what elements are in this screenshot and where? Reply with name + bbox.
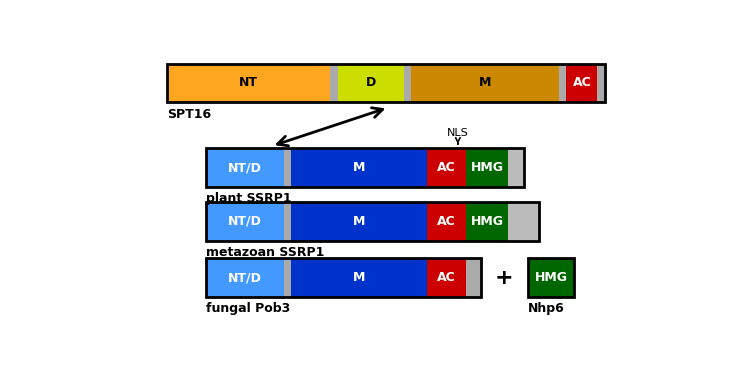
Bar: [284, 148, 291, 187]
Bar: [167, 64, 330, 102]
Bar: [466, 202, 509, 241]
Text: M: M: [353, 161, 366, 174]
Bar: [427, 148, 466, 187]
Text: HMG: HMG: [470, 215, 503, 228]
Text: NT/D: NT/D: [228, 271, 261, 284]
Bar: [291, 148, 427, 187]
Bar: [509, 148, 524, 187]
Bar: [291, 202, 427, 241]
Bar: [566, 64, 598, 102]
Bar: [338, 64, 404, 102]
Bar: [509, 202, 539, 241]
Text: AC: AC: [437, 271, 455, 284]
Text: AC: AC: [572, 76, 591, 90]
Bar: [291, 259, 427, 297]
Bar: [466, 148, 509, 187]
Bar: [427, 259, 466, 297]
Text: NT/D: NT/D: [228, 161, 261, 174]
Text: D: D: [366, 76, 376, 90]
Bar: [206, 202, 284, 241]
Bar: [427, 202, 466, 241]
Text: fungal Pob3: fungal Pob3: [206, 302, 291, 315]
Bar: [167, 64, 605, 102]
Bar: [404, 64, 411, 102]
Text: AC: AC: [437, 161, 455, 174]
Text: metazoan SSRP1: metazoan SSRP1: [206, 246, 324, 259]
Text: Nhp6: Nhp6: [527, 302, 565, 315]
Text: +: +: [495, 268, 514, 288]
Bar: [559, 64, 566, 102]
Text: plant SSRP1: plant SSRP1: [206, 192, 291, 205]
Text: M: M: [353, 215, 366, 228]
Bar: [598, 64, 605, 102]
Text: AC: AC: [437, 215, 455, 228]
Text: M: M: [479, 76, 491, 90]
Text: NT/D: NT/D: [228, 215, 261, 228]
Bar: [284, 202, 291, 241]
Text: HMG: HMG: [470, 161, 503, 174]
Bar: [411, 64, 559, 102]
Bar: [527, 259, 574, 297]
Text: SPT16: SPT16: [167, 108, 211, 121]
Text: M: M: [353, 271, 366, 284]
Bar: [206, 259, 284, 297]
Text: HMG: HMG: [534, 271, 568, 284]
Bar: [206, 202, 539, 241]
Text: NLS: NLS: [447, 128, 469, 144]
Bar: [330, 64, 338, 102]
Bar: [206, 148, 524, 187]
Bar: [206, 259, 481, 297]
Bar: [466, 259, 481, 297]
Text: NT: NT: [239, 76, 258, 90]
Bar: [206, 148, 284, 187]
Bar: [284, 259, 291, 297]
